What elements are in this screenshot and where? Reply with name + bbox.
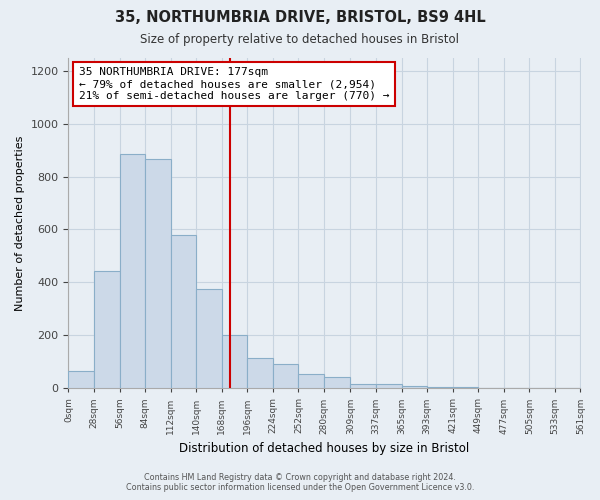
Bar xyxy=(247,358,273,388)
Bar xyxy=(401,386,427,388)
Text: Size of property relative to detached houses in Bristol: Size of property relative to detached ho… xyxy=(140,32,460,46)
Bar xyxy=(427,387,453,388)
Bar xyxy=(68,371,94,388)
Bar xyxy=(94,270,119,388)
Bar xyxy=(324,377,350,388)
Text: 35 NORTHUMBRIA DRIVE: 177sqm
← 79% of detached houses are smaller (2,954)
21% of: 35 NORTHUMBRIA DRIVE: 177sqm ← 79% of de… xyxy=(79,68,389,100)
Text: 35, NORTHUMBRIA DRIVE, BRISTOL, BS9 4HL: 35, NORTHUMBRIA DRIVE, BRISTOL, BS9 4HL xyxy=(115,10,485,25)
Text: Contains HM Land Registry data © Crown copyright and database right 2024.
Contai: Contains HM Land Registry data © Crown c… xyxy=(126,473,474,492)
Bar xyxy=(196,289,222,388)
Bar xyxy=(350,384,376,388)
Bar xyxy=(298,374,324,388)
X-axis label: Distribution of detached houses by size in Bristol: Distribution of detached houses by size … xyxy=(179,442,470,455)
Bar xyxy=(376,384,401,388)
Y-axis label: Number of detached properties: Number of detached properties xyxy=(15,135,25,310)
Bar xyxy=(145,160,170,388)
Bar xyxy=(222,336,247,388)
Bar xyxy=(119,154,145,388)
Bar xyxy=(273,364,298,388)
Bar xyxy=(170,235,196,388)
